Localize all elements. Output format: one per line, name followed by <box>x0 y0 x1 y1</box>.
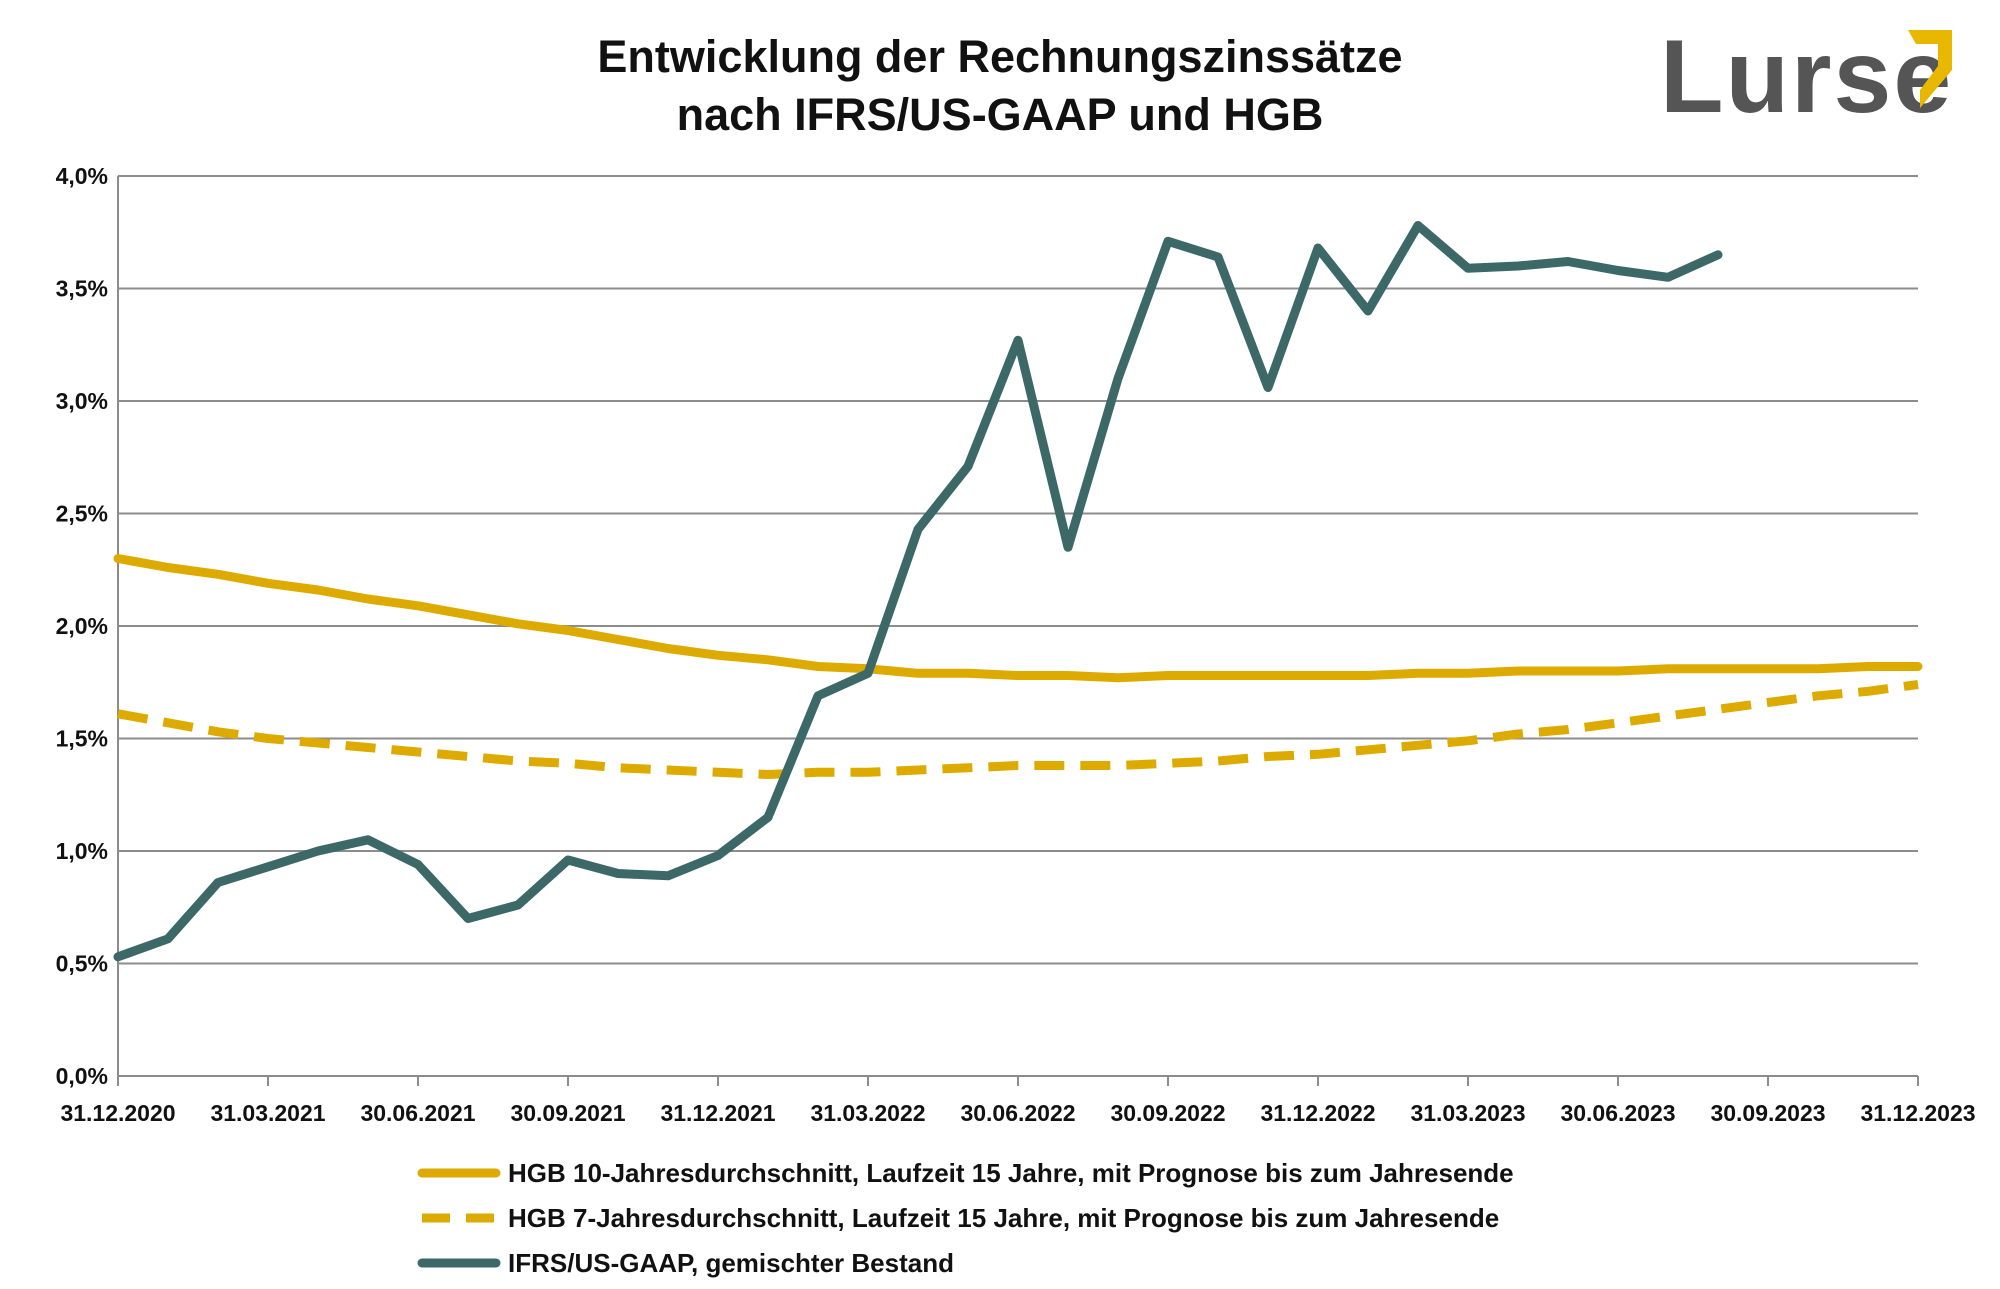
x-tick-label: 30.09.2022 <box>1110 1100 1225 1126</box>
x-tick-label: 30.06.2021 <box>360 1100 475 1126</box>
legend-label-2: HGB 7-Jahresdurchschnitt, Laufzeit 15 Ja… <box>508 1203 1499 1233</box>
y-tick-label: 1,5% <box>56 726 108 752</box>
legend-label-1: HGB 10-Jahresdurchschnitt, Laufzeit 15 J… <box>508 1158 1514 1188</box>
series-line-2 <box>117 680 1919 779</box>
y-tick-label: 0,0% <box>56 1063 108 1089</box>
chart-title: Entwicklung der Rechnungszinssätze nach … <box>0 28 2000 144</box>
y-tick-label: 0,5% <box>56 951 108 977</box>
y-tick-label: 3,0% <box>56 388 108 414</box>
y-tick-label: 2,0% <box>56 613 108 639</box>
x-tick-label: 30.06.2023 <box>1560 1100 1675 1126</box>
x-tick-label: 31.03.2021 <box>210 1100 325 1126</box>
series-line-3 <box>113 221 1723 962</box>
legend-label-3: IFRS/US-GAAP, gemischter Bestand <box>508 1248 954 1278</box>
x-tick-label: 31.12.2022 <box>1260 1100 1375 1126</box>
x-tick-label: 30.06.2022 <box>960 1100 1075 1126</box>
x-tick-label: 31.12.2023 <box>1860 1100 1975 1126</box>
x-tick-label: 30.09.2023 <box>1710 1100 1825 1126</box>
logo-arrow-icon <box>1908 30 1952 108</box>
chart-title-line-2: nach IFRS/US-GAAP und HGB <box>676 89 1324 140</box>
y-tick-label: 2,5% <box>56 501 108 527</box>
logo-text: Lurse <box>1660 19 1954 135</box>
series-line-1 <box>113 554 1923 683</box>
x-tick-label: 31.03.2022 <box>810 1100 925 1126</box>
x-tick-label: 31.03.2023 <box>1410 1100 1525 1126</box>
chart-title-line-1: Entwicklung der Rechnungszinssätze <box>597 31 1403 82</box>
x-tick-label: 31.12.2021 <box>660 1100 775 1126</box>
x-tick-label: 30.09.2021 <box>510 1100 625 1126</box>
x-tick-label: 31.12.2020 <box>60 1100 175 1126</box>
y-tick-label: 4,0% <box>56 163 108 189</box>
y-tick-label: 1,0% <box>56 838 108 864</box>
lurse-logo: Lurse <box>1660 19 1970 140</box>
y-tick-label: 3,5% <box>56 276 108 302</box>
